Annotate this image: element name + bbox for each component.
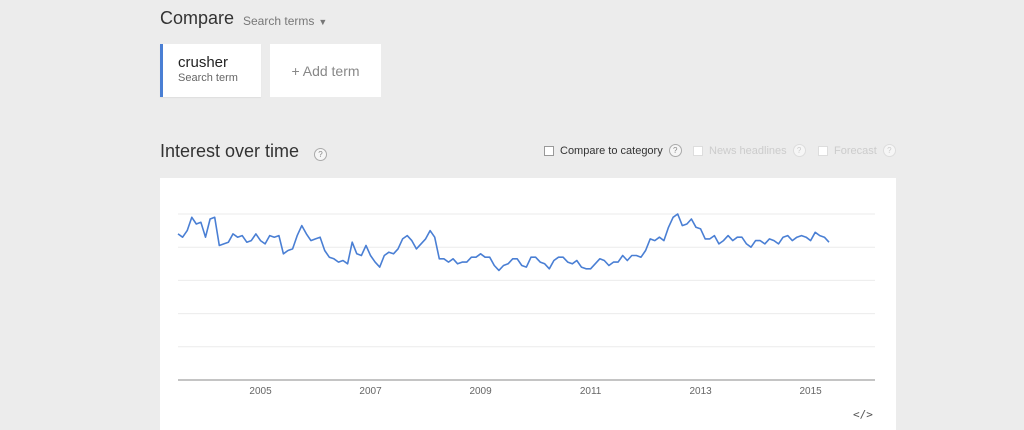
- forecast-label: Forecast: [834, 144, 877, 157]
- help-icon[interactable]: ?: [314, 148, 327, 161]
- help-icon[interactable]: ?: [882, 144, 896, 157]
- compare-to-category-checkbox[interactable]: [544, 145, 554, 156]
- search-term-name: crusher: [178, 54, 229, 71]
- add-term-label: + Add term: [291, 62, 360, 79]
- x-tick-label: 2015: [800, 386, 823, 397]
- x-tick-label: 2005: [249, 386, 272, 397]
- help-icon[interactable]: ?: [668, 144, 682, 157]
- search-terms-label: Search terms: [243, 14, 315, 28]
- forecast-checkbox[interactable]: [818, 145, 828, 156]
- news-headlines-option[interactable]: News headlines ?: [693, 144, 806, 157]
- caret-down-icon: ▼: [318, 17, 328, 27]
- compare-title: Compare: [160, 8, 235, 28]
- series-line: [177, 213, 830, 272]
- interest-over-time-chart: 2005 2007 2009 2011 2013 2015: [177, 213, 875, 397]
- forecast-option[interactable]: Forecast ?: [818, 144, 896, 157]
- search-term-card[interactable]: crusher Search term: [160, 44, 261, 97]
- compare-to-category-label: Compare to category: [560, 144, 663, 157]
- x-tick-label: 2009: [469, 386, 492, 397]
- interest-chart-panel: 2005 2007 2009 2011 2013 2015: [160, 178, 896, 430]
- news-headlines-checkbox[interactable]: [693, 145, 703, 156]
- news-headlines-label: News headlines: [709, 144, 787, 157]
- add-term-button[interactable]: + Add term: [270, 44, 381, 97]
- section-title: Interest over time: [160, 141, 300, 161]
- help-icon[interactable]: ?: [792, 144, 806, 157]
- embed-code-icon[interactable]: </>: [853, 408, 873, 421]
- x-tick-label: 2007: [359, 386, 382, 397]
- compare-to-category-option[interactable]: Compare to category ?: [544, 144, 682, 157]
- search-terms-dropdown[interactable]: Search terms ▼: [243, 14, 327, 28]
- x-tick-label: 2011: [580, 386, 602, 397]
- search-term-subtitle: Search term: [178, 72, 238, 84]
- x-tick-label: 2013: [689, 386, 712, 397]
